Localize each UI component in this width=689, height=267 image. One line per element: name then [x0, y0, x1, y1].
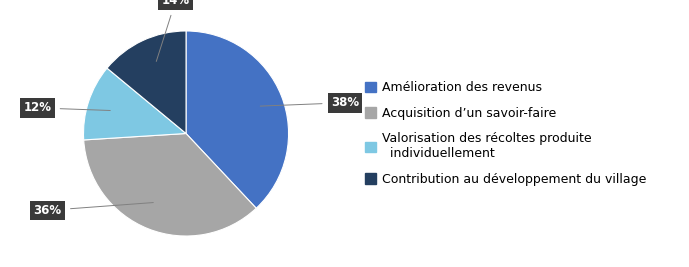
Text: 14%: 14% [156, 0, 190, 61]
Text: 12%: 12% [23, 101, 110, 114]
Text: 38%: 38% [260, 96, 359, 109]
Legend: Amélioration des revenus, Acquisition d’un savoir-faire, Valorisation des récolt: Amélioration des revenus, Acquisition d’… [364, 81, 646, 186]
Wedge shape [83, 134, 256, 236]
Wedge shape [107, 31, 186, 134]
Text: 36%: 36% [34, 203, 154, 217]
Wedge shape [83, 68, 186, 140]
Wedge shape [186, 31, 289, 208]
